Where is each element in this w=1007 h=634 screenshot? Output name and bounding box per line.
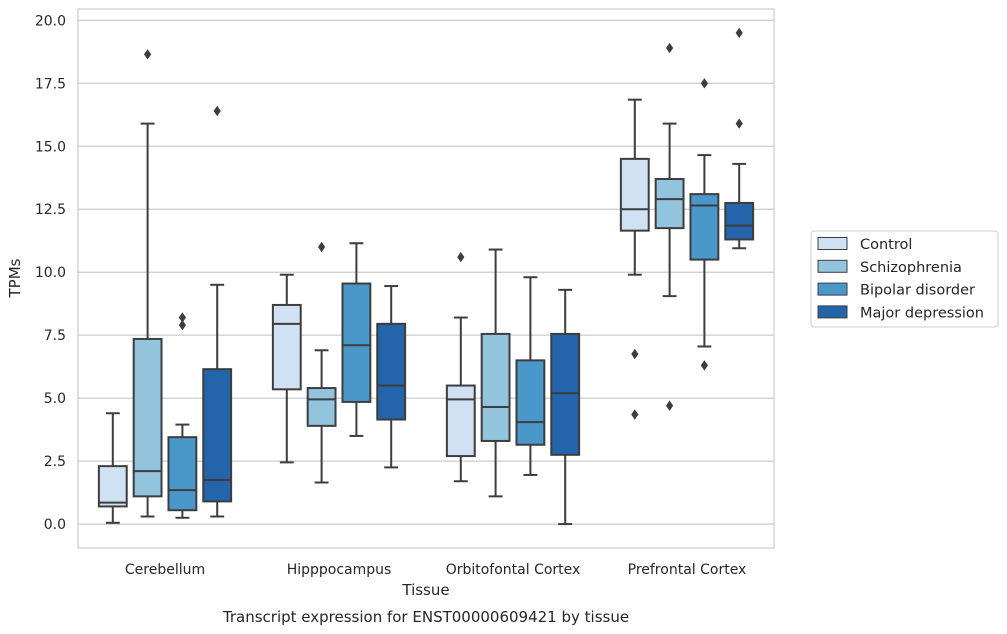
box-0-3 [202,105,233,518]
box-iqr [97,465,128,508]
box-iqr [445,384,476,458]
outlier-point [178,312,186,323]
outlier-point [318,241,326,253]
outlier-point [666,400,674,411]
outlier-point [700,78,708,89]
box-2-3 [550,288,581,526]
legend: Control Schizophrenia Bipolar disorder Majo… [810,230,999,328]
box-3-2 [689,78,720,371]
box-1-2 [341,242,372,437]
y-tick-label: 0.0 [44,517,66,533]
box-1-1 [306,241,337,484]
box-iqr [480,332,511,442]
box-iqr [306,387,337,427]
outlier-point [735,27,743,39]
box-iqr [515,359,546,446]
box-iqr [724,201,755,241]
outlier-point [666,42,674,54]
box-iqr [167,436,198,512]
legend-swatch [817,282,848,296]
box-3-1 [654,42,685,411]
boxes [97,27,755,526]
y-axis-label: TPMs [6,258,24,298]
box-2-2 [515,276,546,476]
plot-frame [77,8,775,549]
legend-label: Major depression [860,305,984,321]
x-tick-label: Prefrontal Cortex [628,562,747,578]
box-0-2 [167,312,198,519]
y-tick-label: 12.5 [35,202,66,218]
outlier-point [213,105,221,117]
box-2-1 [480,248,511,498]
x-axis-label: Tissue [401,581,449,599]
box-iqr [202,368,233,503]
box-iqr [619,157,650,232]
outlier-point [457,251,465,263]
x-tick-label: Orbitofontal Cortex [446,562,581,578]
y-tick-label: 10.0 [35,265,66,281]
box-iqr [550,332,581,456]
y-tick-label: 17.5 [35,76,66,92]
outlier-point [735,118,743,129]
box-3-0 [619,98,650,420]
box-3-3 [724,27,755,250]
legend-label: Control [860,237,912,253]
y-tick-label: 7.5 [44,328,66,344]
outlier-point [700,360,708,371]
box-1-0 [271,273,302,464]
box-iqr [341,282,372,403]
box-0-0 [97,412,128,524]
legend-label: Bipolar disorder [860,283,975,299]
chart-title: Transcript expression for ENST0000060942… [222,608,629,626]
legend-swatch [817,305,848,319]
legend-frame [810,230,999,328]
outlier-point [178,319,186,331]
y-tick-label: 2.5 [44,454,66,470]
outlier-point [144,49,152,60]
box-2-0 [445,251,476,483]
box-iqr [654,178,685,230]
box-iqr [689,193,720,261]
box-iqr [132,337,163,498]
x-tick-labels: Cerebellum Hipppocampus Orbitofontal Corte… [125,562,746,578]
x-tick-label: Hipppocampus [287,562,392,578]
x-tick-label: Cerebellum [125,562,205,578]
legend-swatch [817,237,848,250]
outlier-point [631,409,639,420]
box-iqr [271,303,302,391]
y-tick-label: 5.0 [44,391,66,407]
legend-swatch [817,259,848,273]
y-tick-label: 15.0 [35,139,66,155]
box-1-3 [376,285,407,469]
y-tick-labels: 0.0 2.5 5.0 7.5 10.0 12.5 15.0 17.5 20.0 [35,13,66,533]
box-iqr [376,322,407,421]
legend-label: Schizophrenia [860,260,962,276]
y-tick-label: 20.0 [35,13,66,29]
box-0-1 [132,49,163,518]
outlier-point [631,348,639,360]
